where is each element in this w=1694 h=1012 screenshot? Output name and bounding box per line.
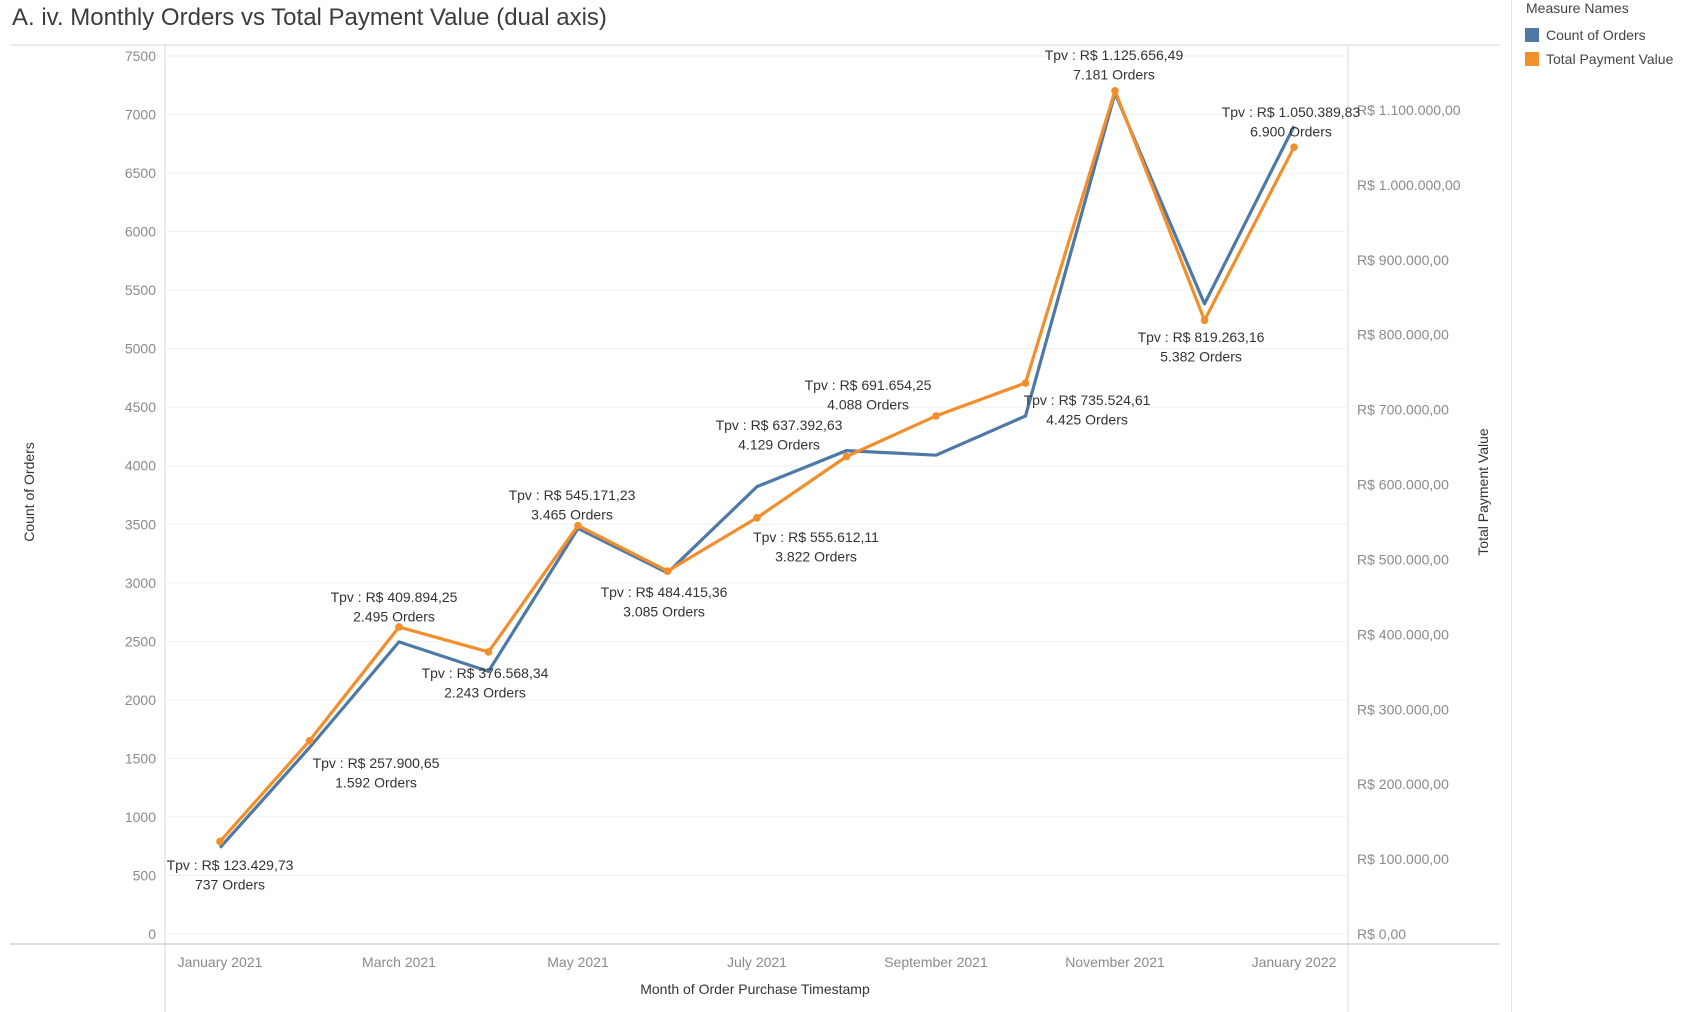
y-tick-label: 6000 (125, 224, 156, 240)
x-tick-label: March 2021 (362, 954, 436, 970)
data-label-orders: 7.181 Orders (1073, 67, 1155, 83)
data-label-tpv: Tpv : R$ 484.415,36 (601, 584, 728, 600)
payment-point (395, 623, 403, 631)
y-tick-label: 500 (133, 867, 157, 883)
data-label-tpv: Tpv : R$ 376.568,34 (422, 665, 549, 681)
y-tick-label: 1500 (125, 750, 156, 766)
data-label-orders: 1.592 Orders (335, 775, 417, 791)
y-axis-title: Count of Orders (21, 442, 37, 542)
y2-tick-label: R$ 600.000,00 (1357, 477, 1449, 493)
legend-item-total-payment-value[interactable]: Total Payment Value (1525, 51, 1673, 71)
y2-tick-label: R$ 0,00 (1357, 926, 1406, 942)
y2-tick-label: R$ 900.000,00 (1357, 252, 1449, 268)
y2-tick-label: R$ 500.000,00 (1357, 551, 1449, 567)
x-tick-label: September 2021 (884, 954, 988, 970)
payment-point (216, 837, 224, 846)
payment-point (663, 567, 672, 575)
data-label-orders: 6.900 Orders (1250, 124, 1332, 140)
legend-swatch-orange (1525, 52, 1539, 66)
data-label-orders: 4.425 Orders (1046, 412, 1128, 428)
data-label-tpv: Tpv : R$ 555.612,11 (753, 529, 879, 545)
x-tick-label: May 2021 (547, 954, 609, 970)
y-tick-label: 5500 (125, 282, 156, 298)
y-tick-label: 4000 (125, 458, 156, 474)
data-label-orders: 2.495 Orders (353, 609, 435, 625)
y2-axis-title: Total Payment Value (1475, 428, 1491, 556)
y-tick-label: 7500 (125, 48, 156, 64)
data-label-tpv: Tpv : R$ 819.263,16 (1138, 329, 1265, 345)
legend-item-count-of-orders[interactable]: Count of Orders (1525, 27, 1646, 47)
y-tick-label: 3500 (125, 516, 156, 532)
data-label-tpv: Tpv : R$ 1.125.656,49 (1045, 47, 1184, 63)
data-label-tpv: Tpv : R$ 1.050.389,83 (1222, 104, 1361, 120)
data-label-orders: 2.243 Orders (444, 685, 526, 701)
y2-tick-label: R$ 700.000,00 (1357, 402, 1449, 418)
x-tick-label: January 2021 (178, 954, 263, 970)
y-tick-label: 7000 (125, 107, 156, 123)
chart-title: A. iv. Monthly Orders vs Total Payment V… (12, 4, 607, 31)
data-label-orders: 4.088 Orders (827, 397, 909, 413)
payment-point (753, 513, 761, 522)
data-label-orders: 3.465 Orders (531, 507, 613, 523)
data-label-tpv: Tpv : R$ 637.392,63 (716, 417, 843, 433)
payment-point (484, 648, 493, 656)
y2-tick-label: R$ 1.000.000,00 (1357, 177, 1461, 193)
x-tick-label: July 2021 (727, 954, 787, 970)
legend-label: Count of Orders (1546, 27, 1646, 43)
x-tick-label: November 2021 (1065, 954, 1165, 970)
y2-tick-label: R$ 200.000,00 (1357, 776, 1449, 792)
y-tick-label: 3000 (125, 575, 156, 591)
payment-point (574, 521, 582, 530)
data-label-tpv: Tpv : R$ 257.900,65 (313, 755, 440, 771)
y-tick-label: 0 (148, 926, 156, 942)
data-label-orders: 5.382 Orders (1160, 349, 1242, 365)
y2-tick-label: R$ 300.000,00 (1357, 701, 1449, 717)
y2-tick-label: R$ 1.100.000,00 (1357, 102, 1461, 118)
dual-axis-line-chart: 0 500 1000 1500 2000 2500 3000 3500 4000 4500 5000… (10, 44, 1500, 1012)
data-label-tpv: Tpv : R$ 409.894,25 (331, 589, 458, 605)
payment-point (1021, 379, 1030, 387)
x-axis-title: Month of Order Purchase Timestamp (640, 981, 870, 997)
y-tick-label: 4500 (125, 399, 156, 415)
legend-title: Measure Names (1526, 0, 1629, 16)
data-label-orders: 737 Orders (195, 877, 265, 893)
legend-swatch-blue (1525, 28, 1539, 42)
data-label-tpv: Tpv : R$ 545.171,23 (509, 487, 636, 503)
y2-tick-label: R$ 400.000,00 (1357, 626, 1449, 642)
payment-point (842, 452, 851, 461)
y-tick-label: 6500 (125, 165, 156, 181)
legend: Measure Names Count of Orders Total Paym… (1511, 0, 1694, 1012)
data-label-orders: 3.822 Orders (775, 549, 857, 565)
payment-point (932, 412, 940, 420)
x-tick-label: January 2022 (1252, 954, 1337, 970)
payment-point (1200, 316, 1209, 325)
data-label-tpv: Tpv : R$ 735.524,61 (1024, 392, 1151, 408)
y2-tick-label: R$ 800.000,00 (1357, 327, 1449, 343)
y-tick-label: 5000 (125, 341, 156, 357)
legend-label: Total Payment Value (1546, 51, 1674, 67)
payment-point (1111, 86, 1119, 95)
data-label-tpv: Tpv : R$ 691.654,25 (805, 377, 932, 393)
y-tick-label: 1000 (125, 809, 156, 825)
y2-tick-label: R$ 100.000,00 (1357, 851, 1449, 867)
data-label-orders: 4.129 Orders (738, 437, 820, 453)
data-label-tpv: Tpv : R$ 123.429,73 (167, 857, 294, 873)
y-tick-label: 2500 (125, 633, 156, 649)
data-label-orders: 3.085 Orders (623, 604, 705, 620)
payment-point (1290, 143, 1298, 151)
payment-point (305, 737, 314, 745)
y-tick-label: 2000 (125, 692, 156, 708)
count-of-orders-line (218, 91, 1296, 849)
